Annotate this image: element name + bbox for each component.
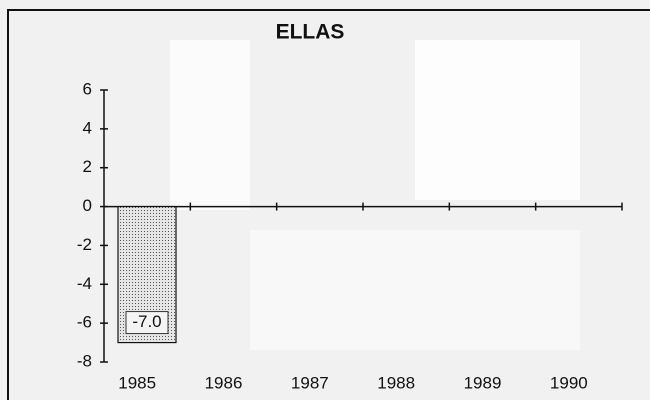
x-tick-label: 1989 — [464, 373, 502, 392]
y-tick-label: 4 — [83, 118, 92, 137]
x-tick-label: 1990 — [550, 373, 588, 392]
value-label-box — [125, 311, 169, 335]
x-tick-label: 1985 — [118, 373, 156, 392]
y-tick-label: 2 — [83, 157, 92, 176]
y-tick-label: 6 — [83, 79, 92, 98]
y-tick-label: -6 — [77, 313, 92, 332]
x-tick-label: 1986 — [205, 373, 243, 392]
value-label: -7.0 — [132, 312, 161, 331]
background-patch — [170, 40, 250, 210]
x-tick-label: 1987 — [291, 373, 329, 392]
x-tick-label: 1988 — [377, 373, 415, 392]
y-tick-label: 0 — [83, 196, 92, 215]
background-patch — [250, 230, 580, 350]
y-tick-label: -2 — [77, 235, 92, 254]
background-patch — [415, 40, 580, 200]
chart-title: ELLAS — [276, 21, 345, 44]
y-tick-label: -4 — [77, 274, 92, 293]
frame — [7, 9, 650, 400]
y-tick-label: -8 — [77, 351, 92, 370]
